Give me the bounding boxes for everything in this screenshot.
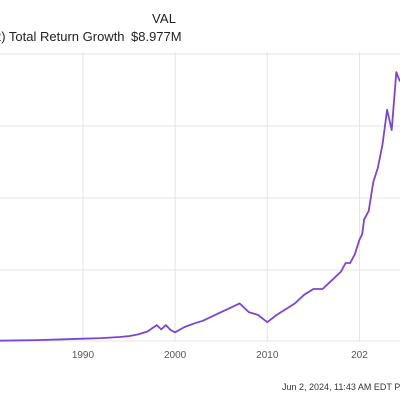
legend-series-label: 2) Total Return Growth — [0, 29, 125, 44]
legend-row: 2) Total Return Growth $8.977M — [0, 29, 182, 44]
series-line-total-return — [0, 71, 400, 342]
x-tick-label: 2010 — [256, 350, 279, 361]
legend-series-value: $8.977M — [131, 29, 182, 44]
timestamp-footer: Jun 2, 2024, 11:43 AM EDT Pow — [282, 382, 400, 392]
x-tick-label: 1990 — [72, 350, 95, 361]
x-tick-label: 2000 — [164, 350, 187, 361]
x-tick-label: 202 — [351, 350, 368, 361]
legend-value-header: VAL — [152, 11, 177, 26]
